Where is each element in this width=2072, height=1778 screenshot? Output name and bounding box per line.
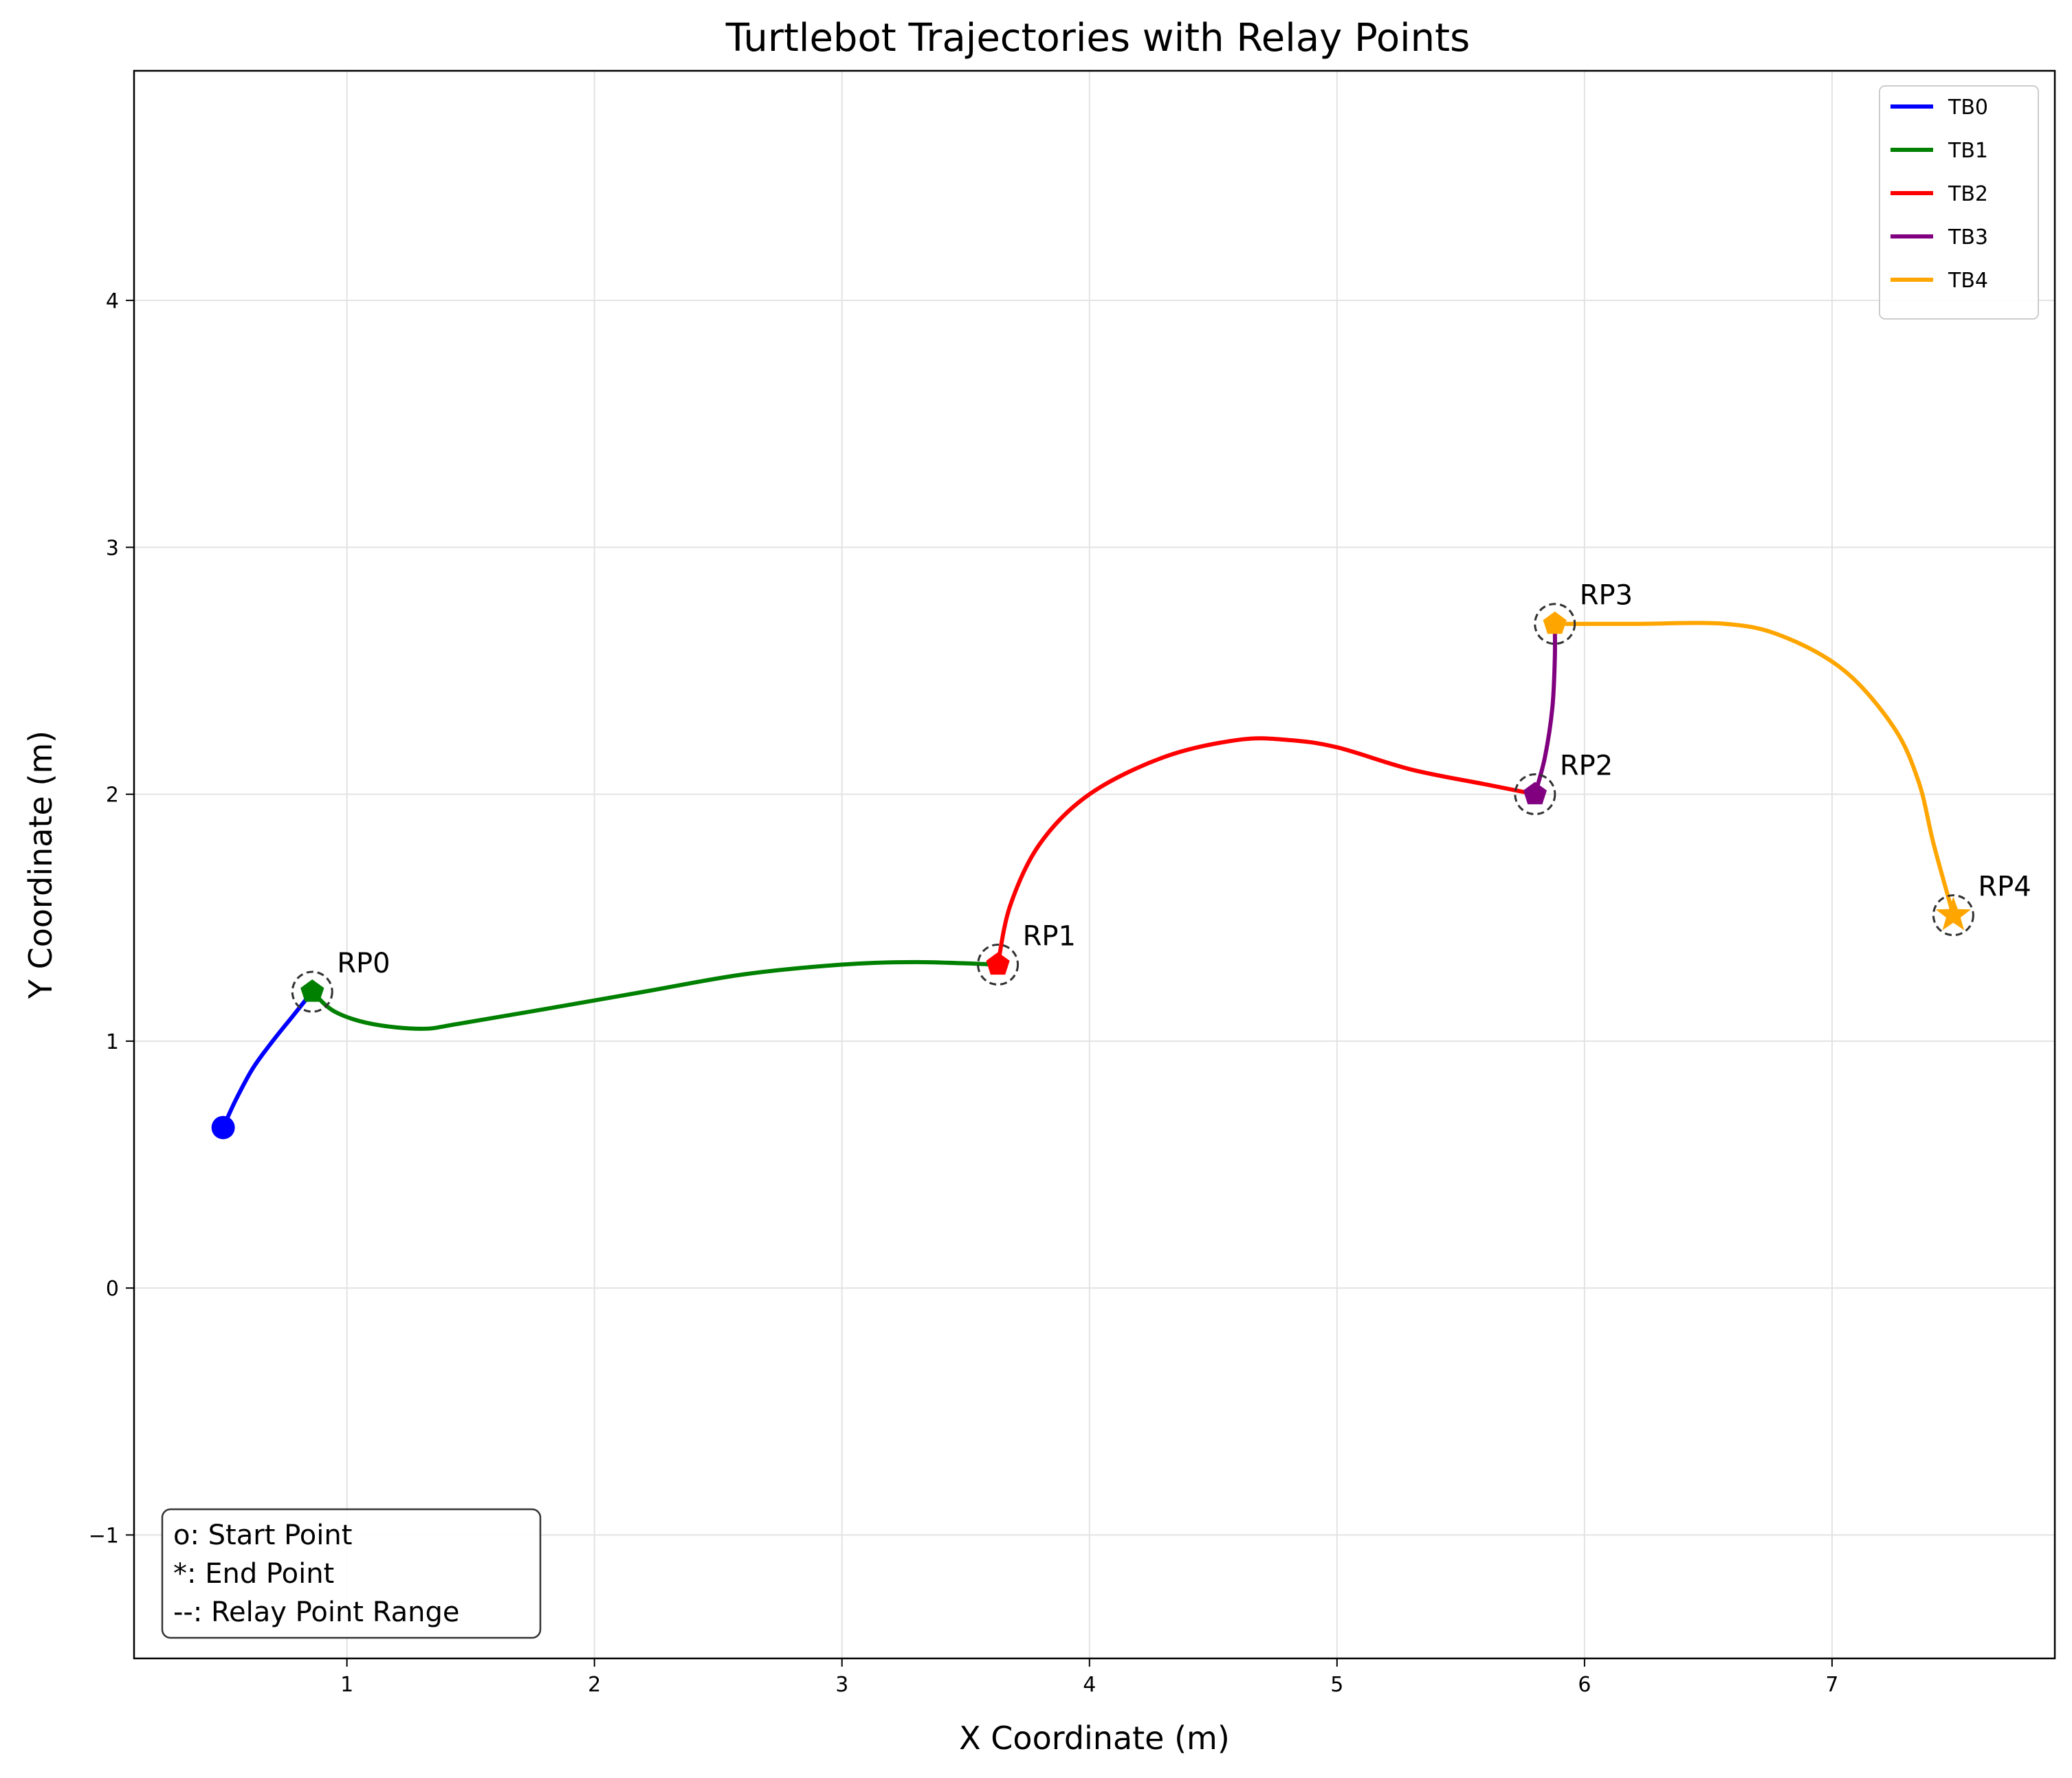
x-tick-label: 7 — [1825, 1673, 1838, 1697]
legend-frame — [1879, 85, 2039, 320]
annotation-line: *: End Point — [173, 1558, 334, 1590]
legend-label: TB4 — [1948, 269, 1988, 293]
legend-label: TB2 — [1948, 182, 1988, 206]
plot-frame — [133, 69, 2056, 1660]
relay-point-label: RP1 — [1023, 920, 1076, 952]
x-tick-label: 1 — [340, 1673, 353, 1697]
marker-layer: RP0 RP1 RP2 RP3 RP4 — [211, 580, 2031, 1140]
chart-title: Turtlebot Trajectories with Relay Points — [725, 16, 1470, 60]
relay-point-label: RP2 — [1560, 751, 1613, 782]
legend-label: TB3 — [1948, 225, 1988, 249]
relay-point-label: RP4 — [1978, 871, 2031, 903]
legend: TB0 TB1 TB2 TB3 TB4 — [1879, 85, 2039, 320]
relay-point-label: RP0 — [337, 948, 390, 979]
y-tick-label: −1 — [89, 1524, 119, 1548]
annotation-line: o: Start Point — [173, 1520, 352, 1551]
start-point-marker — [211, 1115, 235, 1140]
annotation-frame — [161, 1508, 542, 1639]
end-point-marker — [1935, 896, 1972, 931]
relay-range-circle — [291, 970, 333, 1013]
x-tick-label: 5 — [1330, 1673, 1343, 1697]
y-tick-label: 3 — [106, 536, 119, 560]
y-tick-label: 1 — [106, 1030, 119, 1054]
trajectory-line-tb3 — [1532, 621, 1557, 797]
x-tick-label: 3 — [835, 1673, 848, 1697]
relay-point-label: RP3 — [1580, 580, 1633, 612]
x-tick-label: 2 — [588, 1673, 601, 1697]
trajectory-line-tb2 — [995, 736, 1537, 967]
x-tick-label: 4 — [1083, 1673, 1096, 1697]
relay-range-circle — [977, 943, 1020, 986]
series-layer — [221, 621, 1956, 1130]
trajectory-line-tb0 — [221, 990, 315, 1130]
relay-range-circle — [1534, 603, 1576, 645]
x-axis-title: X Coordinate (m) — [959, 1720, 1230, 1757]
relay-point-marker — [1543, 611, 1567, 634]
y-tick-label: 2 — [106, 784, 119, 808]
marker-key-annotation: o: Start Point *: End Point --: Relay Poin… — [161, 1508, 542, 1639]
relay-range-circle — [1514, 773, 1556, 816]
legend-label: TB0 — [1948, 96, 1988, 120]
relay-point-marker — [1523, 781, 1547, 805]
relay-point-marker — [300, 979, 324, 1002]
trajectory-line-tb4 — [1552, 621, 1956, 918]
y-axis-title: Y Coordinate (m) — [22, 731, 59, 999]
x-tick-label: 6 — [1578, 1673, 1591, 1697]
trajectory-line-tb1 — [310, 959, 1000, 1031]
y-tick-label: 4 — [106, 289, 119, 313]
annotation-line: --: Relay Point Range — [173, 1597, 459, 1628]
relay-point-marker — [986, 952, 1010, 975]
y-tick-label: 0 — [106, 1277, 119, 1301]
ticks: 1 2 3 4 5 6 7 −1 0 1 2 3 4 — [89, 289, 1839, 1697]
relay-range-circle — [1932, 894, 1974, 937]
legend-label: TB1 — [1948, 139, 1988, 163]
